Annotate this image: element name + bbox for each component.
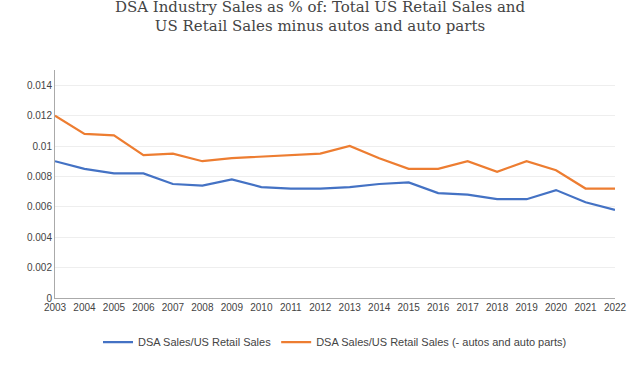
svg-text:0.008: 0.008: [27, 171, 52, 182]
svg-text:2016: 2016: [427, 302, 450, 313]
svg-text:2015: 2015: [398, 302, 421, 313]
svg-text:2008: 2008: [191, 302, 214, 313]
svg-text:2007: 2007: [162, 302, 185, 313]
svg-text:2010: 2010: [250, 302, 273, 313]
svg-text:2019: 2019: [515, 302, 538, 313]
svg-text:0.01: 0.01: [33, 141, 53, 152]
svg-text:0.014: 0.014: [27, 80, 52, 91]
svg-text:DSA Sales/US Retail Sales (- a: DSA Sales/US Retail Sales (- autos and a…: [316, 336, 566, 348]
svg-text:2013: 2013: [339, 302, 362, 313]
svg-text:DSA Industry Sales as % of: To: DSA Industry Sales as % of: Total US Ret…: [115, 0, 526, 35]
svg-text:2003: 2003: [44, 302, 67, 313]
svg-text:2005: 2005: [103, 302, 126, 313]
svg-text:0.006: 0.006: [27, 201, 52, 212]
svg-text:2009: 2009: [221, 302, 244, 313]
svg-text:2018: 2018: [486, 302, 509, 313]
svg-text:2004: 2004: [73, 302, 96, 313]
svg-text:2021: 2021: [574, 302, 597, 313]
svg-text:0.012: 0.012: [27, 110, 52, 121]
svg-text:0.004: 0.004: [27, 232, 52, 243]
svg-text:2006: 2006: [132, 302, 155, 313]
svg-text:2011: 2011: [280, 302, 302, 313]
svg-text:0.002: 0.002: [27, 262, 52, 273]
svg-text:2017: 2017: [457, 302, 480, 313]
svg-text:0: 0: [46, 293, 52, 304]
svg-text:2022: 2022: [604, 302, 627, 313]
svg-text:2014: 2014: [368, 302, 391, 313]
svg-text:2020: 2020: [545, 302, 568, 313]
svg-text:2012: 2012: [309, 302, 332, 313]
svg-text:DSA Sales/US Retail Sales: DSA Sales/US Retail Sales: [138, 336, 271, 348]
